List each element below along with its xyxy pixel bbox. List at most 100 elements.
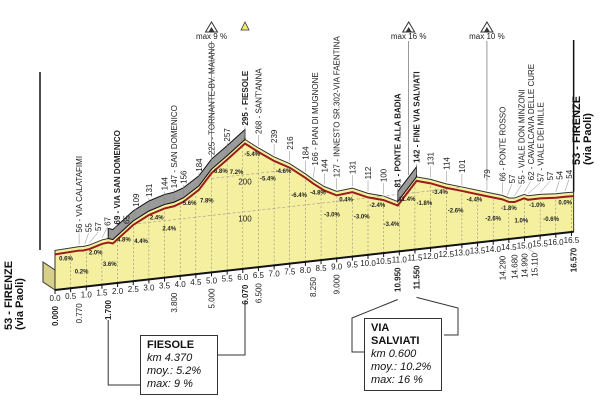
gradient-label: -3.4% bbox=[384, 222, 400, 228]
max-gradient-label: max 9 % bbox=[196, 32, 227, 41]
distance-label: 14.990 bbox=[520, 253, 529, 278]
waypoint-leader bbox=[89, 231, 99, 244]
climb-box-title: FIESOLE bbox=[147, 339, 195, 351]
gradient-label: -4.6% bbox=[276, 169, 292, 175]
x-tick-label: 7.5 bbox=[284, 268, 296, 277]
x-tick-label: 15.5 bbox=[532, 240, 548, 249]
box-connector bbox=[107, 320, 140, 386]
x-tick-label: 9.0 bbox=[331, 262, 343, 271]
start-label: 53 - FIRENZE (via Paoli) bbox=[3, 261, 26, 330]
waypoint-leader bbox=[507, 184, 513, 196]
waypoint-label: 66 - PONTE ROSSO bbox=[498, 107, 507, 182]
gradient-label: 11.4% bbox=[399, 197, 416, 203]
waypoint-label: 112 bbox=[364, 166, 373, 179]
waypoint-label: 57 bbox=[546, 171, 555, 180]
gradient-label: -5.4% bbox=[260, 176, 276, 182]
x-tick-label: 1.0 bbox=[81, 290, 93, 299]
distance-label: 16.570 bbox=[570, 247, 579, 272]
gradient-label: 0.4% bbox=[339, 197, 353, 203]
waypoint-label: 156 bbox=[180, 170, 189, 184]
waypoint-leader bbox=[527, 182, 541, 194]
box-connector bbox=[351, 299, 398, 353]
gradient-label: 2.4% bbox=[162, 226, 176, 232]
x-tick-label: 16.5 bbox=[564, 236, 580, 245]
waypoint-label: 225 - TORNANTE-BV. MAIANO bbox=[208, 42, 217, 155]
waypoint-label: 127 - INNESTO SR.302-VIA FAENTINA bbox=[333, 35, 342, 177]
climb-box-fiesole: FIESOLE km 4.370 moy.: 5.2% max: 9 % bbox=[140, 335, 218, 395]
x-tick-label: 2.0 bbox=[112, 287, 124, 296]
climb-box-avg: moy.: 10.2% bbox=[371, 361, 432, 373]
gradient-label: 7.8% bbox=[200, 198, 214, 204]
plinth-side bbox=[42, 261, 56, 291]
distance-label: 1.700 bbox=[104, 299, 113, 320]
gradient-label: -5.4% bbox=[244, 152, 260, 158]
distance-label: 14.680 bbox=[510, 254, 519, 279]
waypoint-label: 101 bbox=[458, 159, 467, 173]
gradient-label: 6.8% bbox=[214, 169, 228, 175]
x-tick-label: 5.5 bbox=[222, 275, 234, 284]
waypoint-label: 268 - SANT'ANNA bbox=[254, 68, 263, 134]
finish-label: 53 - FIRENZE (via Paoli) bbox=[571, 96, 594, 165]
climb-box-max: max: 9 % bbox=[147, 378, 193, 390]
waypoint-label: 131 bbox=[145, 183, 154, 197]
gradient-label: 4.8% bbox=[117, 237, 131, 243]
waypoint-label: 216 bbox=[286, 136, 295, 150]
x-tick-label: 15.0 bbox=[517, 241, 533, 250]
x-tick-label: 13.5 bbox=[470, 247, 486, 256]
finish-sub: (via Paoli) bbox=[582, 113, 594, 165]
climb-box-avg: moy.: 5.2% bbox=[147, 365, 202, 377]
x-tick-label: 0.0 bbox=[49, 294, 61, 303]
mountain-peak-icon bbox=[405, 27, 412, 32]
waypoint-label: 114 bbox=[442, 157, 451, 170]
waypoint-label: 57 bbox=[94, 222, 103, 231]
waypoint-label: 184 bbox=[195, 158, 204, 172]
waypoint-label: 147 - SAN DOMENICO bbox=[170, 105, 179, 188]
gradient-label: -4.8% bbox=[310, 191, 326, 197]
gradient-label: 4.4% bbox=[134, 239, 148, 245]
distance-label: 6.500 bbox=[254, 283, 263, 304]
waypoint-leader bbox=[564, 179, 570, 191]
gradient-label: -6.4% bbox=[291, 193, 307, 199]
x-tick-label: 2.5 bbox=[128, 285, 140, 294]
waypoint-leader bbox=[539, 181, 550, 193]
x-tick-label: 10.0 bbox=[360, 259, 376, 268]
waypoint-label: 100 bbox=[380, 168, 389, 182]
waypoint-leader bbox=[555, 180, 560, 192]
gradient-label: -2.6% bbox=[485, 217, 501, 223]
distance-label: 9.000 bbox=[333, 274, 342, 295]
x-tick-label: 16.0 bbox=[548, 238, 564, 247]
max-gradient-label: max 16 % bbox=[391, 32, 427, 41]
box-connector bbox=[212, 300, 246, 356]
waypoint-leader bbox=[114, 224, 127, 237]
x-tick-label: 6.0 bbox=[237, 273, 249, 282]
climb-box-km: km 0.600 bbox=[371, 348, 417, 360]
distance-leader bbox=[527, 248, 535, 254]
waypoint-label: 257 bbox=[223, 128, 232, 142]
gradient-label: 0.6% bbox=[59, 257, 73, 263]
distance-label: 3.800 bbox=[170, 292, 179, 313]
x-tick-label: 0.5 bbox=[65, 292, 77, 301]
box-connector bbox=[416, 296, 459, 336]
climb-box-title: VIA SALVIATI bbox=[371, 322, 420, 347]
x-tick-label: 12.0 bbox=[423, 252, 439, 261]
x-tick-label: 13.0 bbox=[454, 248, 470, 257]
x-tick-label: 7.0 bbox=[269, 269, 281, 278]
waypoint-leader bbox=[133, 207, 137, 219]
waypoint-label: 55 bbox=[85, 223, 94, 232]
x-tick-label: 3.0 bbox=[143, 283, 155, 292]
gradient-label: -1.8% bbox=[416, 201, 432, 207]
waypoint-leader bbox=[108, 225, 118, 237]
waypoint-leader bbox=[101, 226, 108, 239]
gradient-label: 0.2% bbox=[75, 270, 89, 276]
x-tick-label: 8.0 bbox=[300, 266, 312, 275]
climb-band bbox=[107, 128, 246, 240]
gradient-label: 5.6% bbox=[183, 201, 197, 207]
x-tick-label: 9.5 bbox=[347, 261, 359, 270]
gradient-label: -1.0% bbox=[529, 203, 545, 209]
x-tick-label: 8.5 bbox=[315, 264, 327, 273]
x-tick-label: 12.5 bbox=[438, 250, 454, 259]
gradient-label: -3.4% bbox=[432, 190, 448, 196]
road-line bbox=[54, 142, 574, 256]
